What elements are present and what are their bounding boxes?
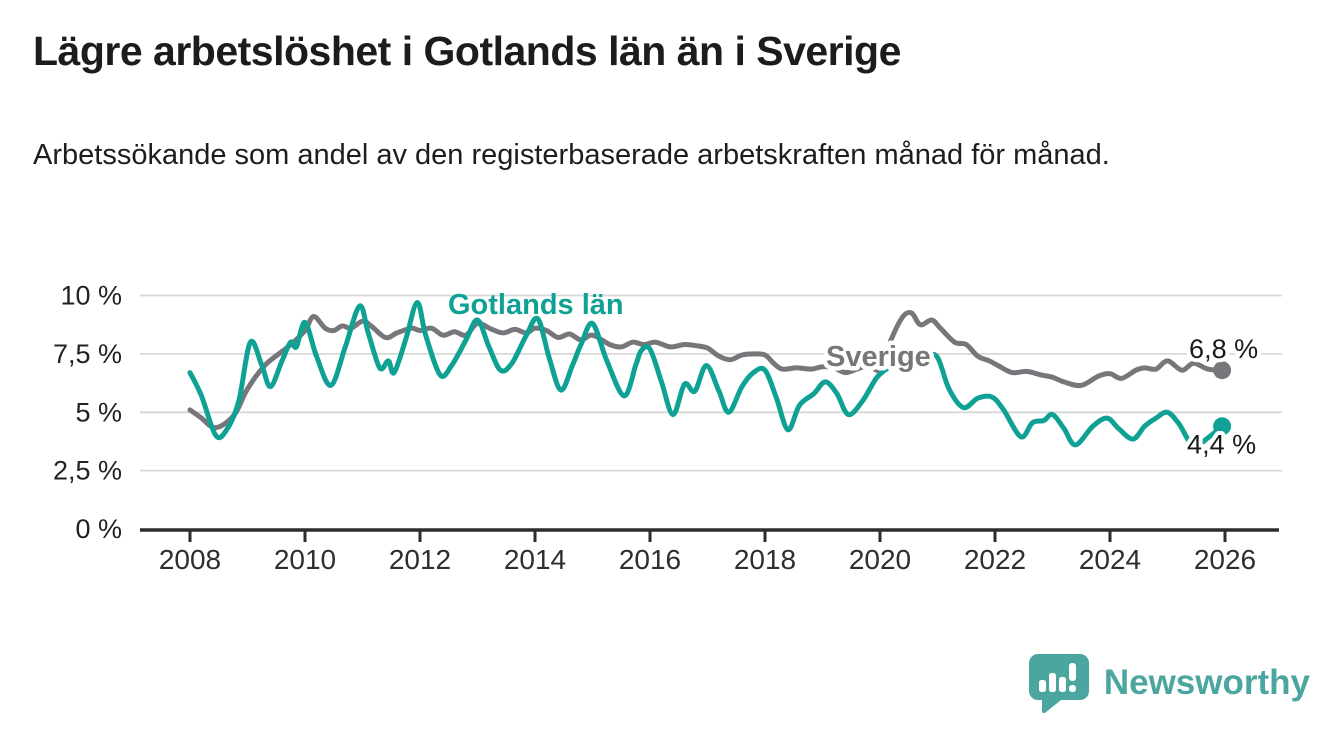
y-axis-tick-label: 7,5 % — [53, 339, 122, 369]
x-axis-tick-label: 2008 — [159, 544, 221, 575]
x-axis-tick-label: 2020 — [849, 544, 911, 575]
page-title: Lägre arbetslöshet i Gotlands län än i S… — [33, 28, 901, 74]
x-axis-tick-label: 2014 — [504, 544, 566, 575]
x-axis-tick-label: 2016 — [619, 544, 681, 575]
series-label-gotlands-l-n: Gotlands län — [448, 289, 624, 321]
y-axis-tick-label: 10 % — [60, 281, 122, 311]
newsworthy-logo: Newsworthy — [1028, 652, 1310, 714]
y-axis-tick-label: 2,5 % — [53, 456, 122, 486]
brand-name: Newsworthy — [1103, 663, 1310, 702]
x-axis-tick-label: 2022 — [964, 544, 1026, 575]
x-axis-tick-label: 2012 — [389, 544, 451, 575]
x-axis-tick-label: 2024 — [1079, 544, 1141, 575]
x-axis-tick-label: 2018 — [734, 544, 796, 575]
end-value-label-gotlands-l-n: 4,4 % — [1187, 429, 1256, 459]
series-line-gotlands-l-n — [187, 299, 1225, 450]
x-axis-tick-label: 2026 — [1194, 544, 1256, 575]
page-subtitle: Arbetssökande som andel av den registerb… — [33, 139, 1110, 171]
newsworthy-logo-icon — [1028, 654, 1089, 713]
end-dot-sverige — [1213, 361, 1232, 380]
y-axis-tick-label: 0 % — [75, 514, 122, 544]
y-axis-tick-label: 5 % — [75, 397, 122, 427]
x-axis-tick-label: 2010 — [274, 544, 336, 575]
series-label-sverige: Sverige — [826, 341, 931, 373]
end-dot-gotlands-l-n — [1213, 417, 1232, 436]
end-value-label-sverige: 6,8 % — [1189, 334, 1258, 364]
series-line-sverige — [187, 309, 1225, 431]
